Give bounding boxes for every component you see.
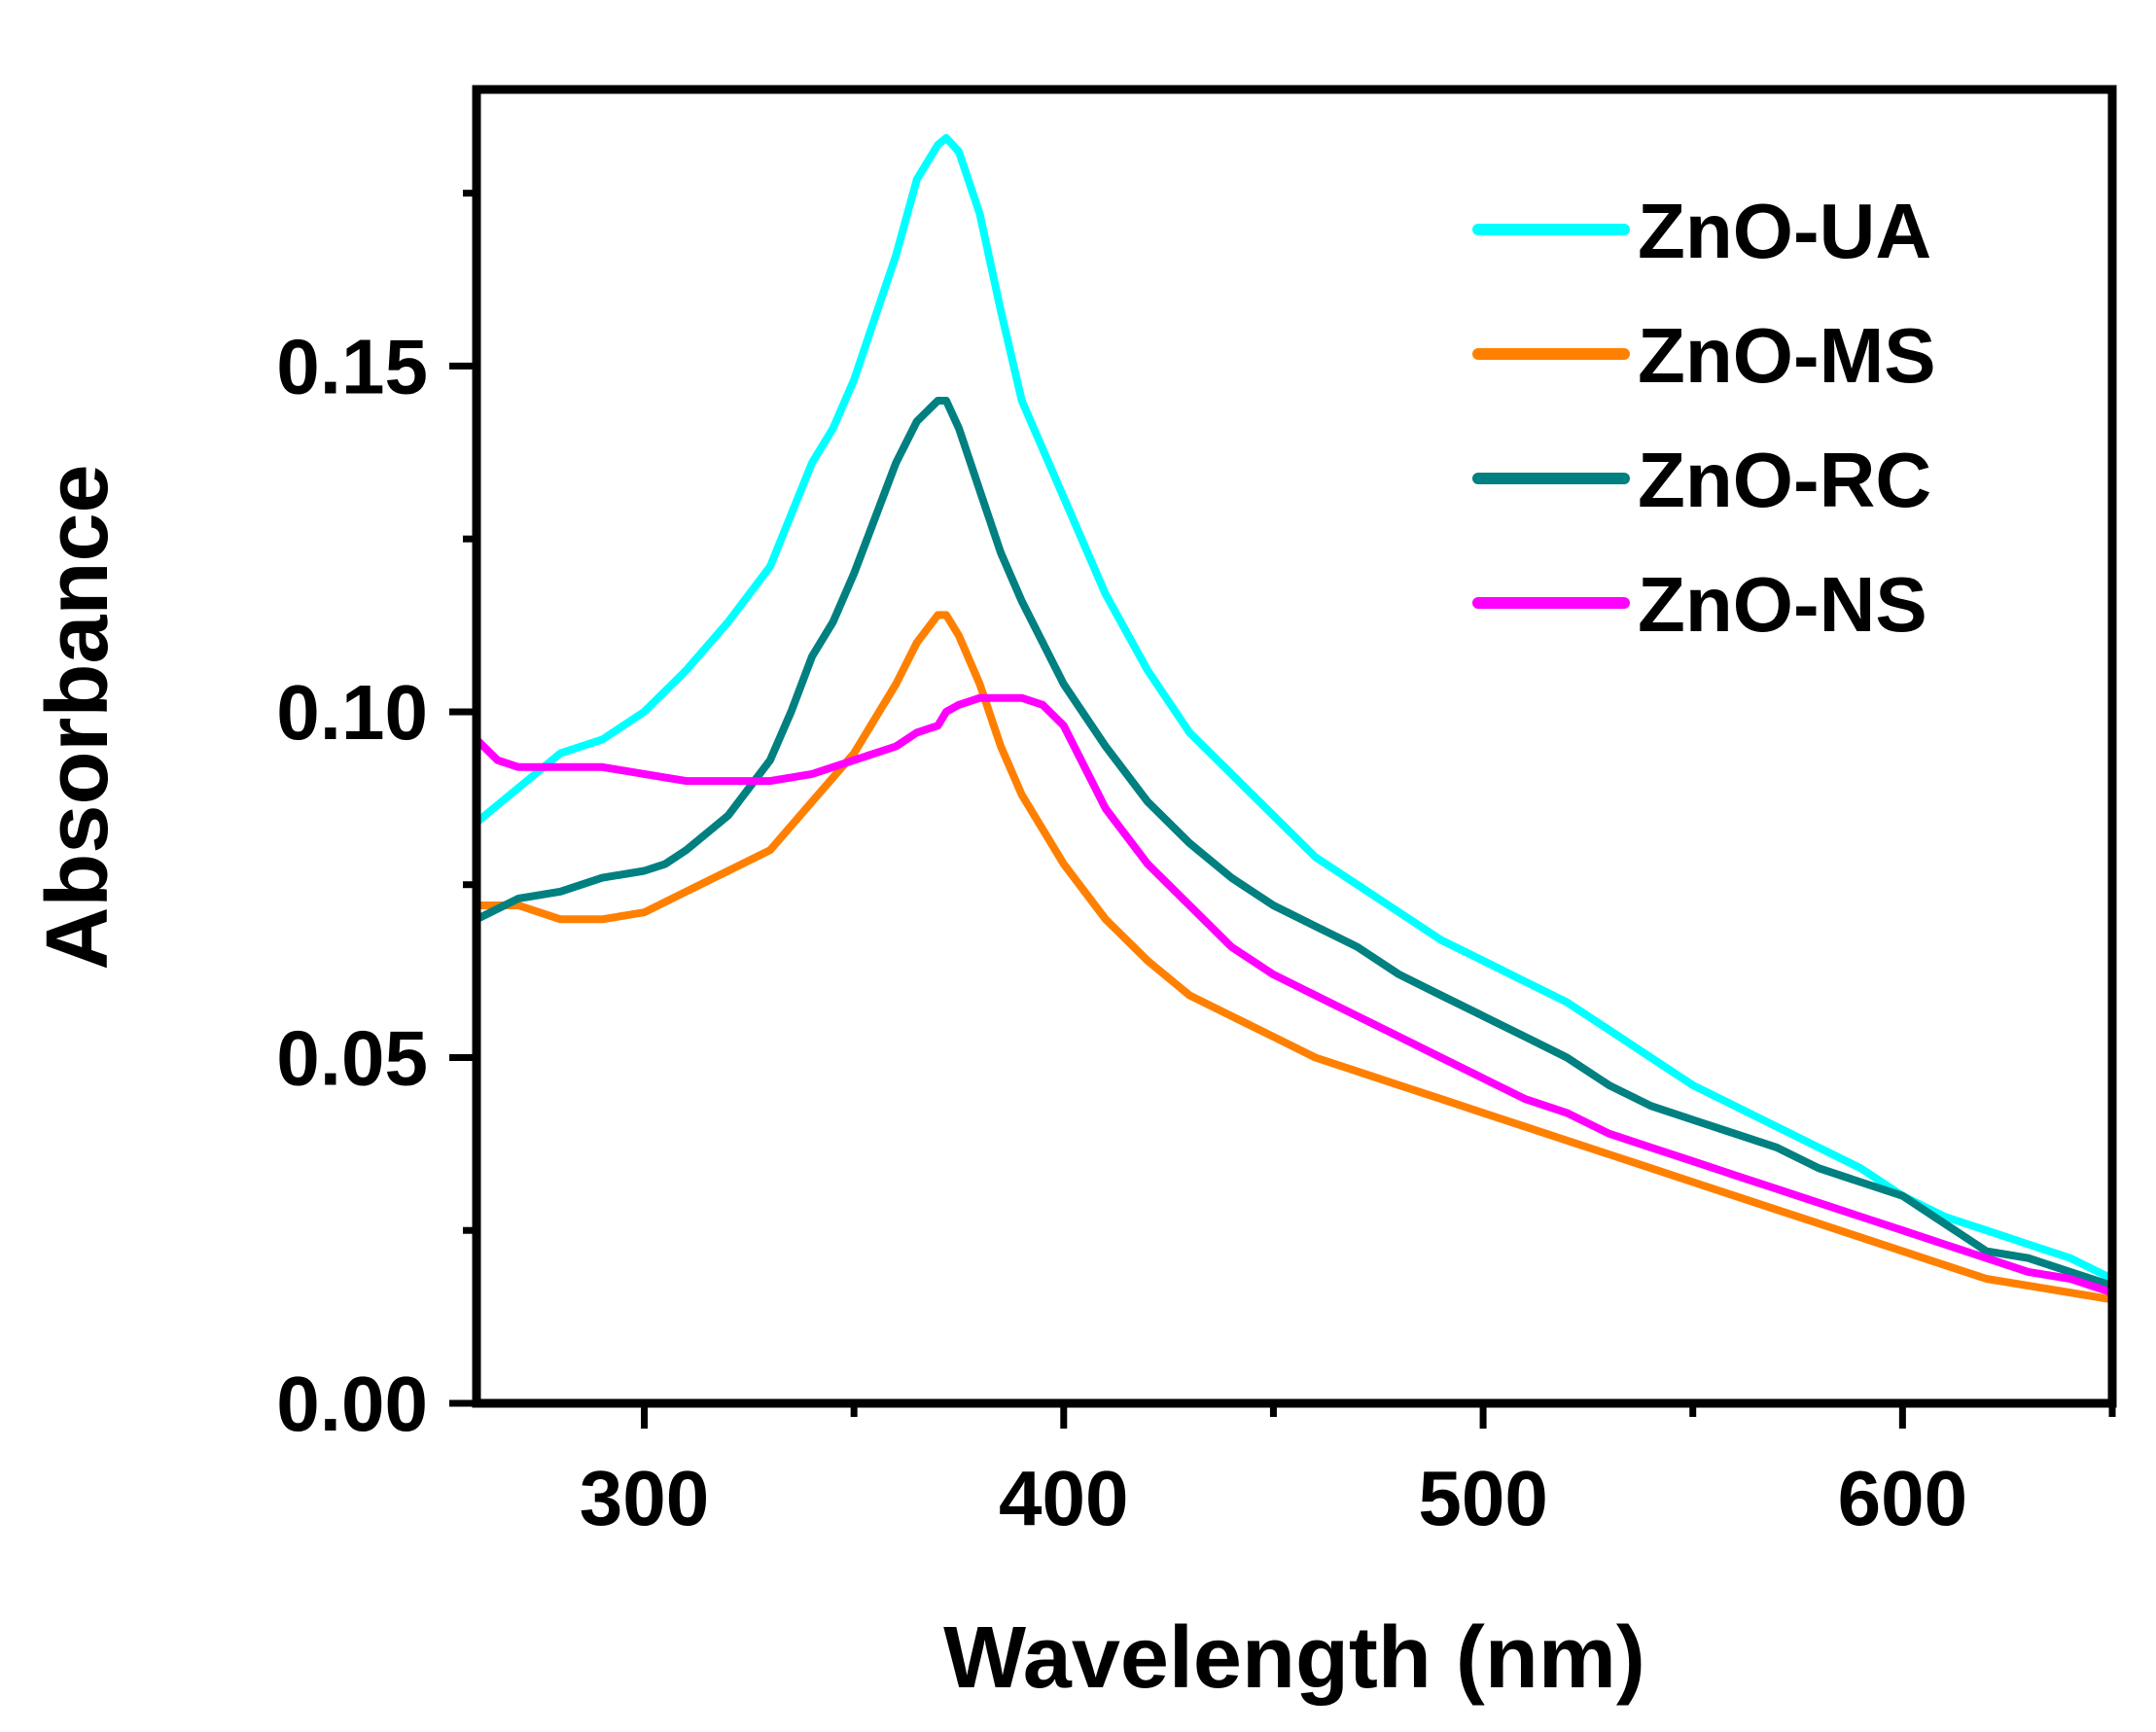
series-line-zno-ns [473, 693, 2116, 1297]
x-axis: 300 400 500 600 [580, 1403, 2116, 1541]
series-line-zno-ms [473, 611, 2116, 1304]
y-tick-label: 0.00 [276, 1361, 428, 1447]
x-tick-label: 400 [999, 1455, 1128, 1541]
x-tick-label: 600 [1838, 1455, 1967, 1541]
y-tick-label: 0.05 [276, 1014, 428, 1101]
y-axis: 0.00 0.05 0.10 0.15 [276, 190, 477, 1447]
x-axis-title: Wavelength (nm) [943, 1609, 1645, 1707]
y-tick-label: 0.10 [276, 669, 428, 756]
legend-label-zno-rc: ZnO-RC [1638, 437, 1931, 523]
y-axis-title: Absorbance [29, 464, 126, 970]
x-tick-label: 500 [1418, 1455, 1547, 1541]
series-line-zno-ua [473, 133, 2116, 1283]
legend-label-zno-ua: ZnO-UA [1638, 188, 1931, 274]
series-layer [473, 133, 2116, 1304]
legend-label-zno-ns: ZnO-NS [1638, 561, 1927, 648]
plot-frame [472, 85, 2117, 1408]
x-tick-label: 300 [580, 1455, 709, 1541]
legend-label-zno-ms: ZnO-MS [1638, 312, 1936, 399]
series-line-zno-rc [473, 397, 2116, 1290]
y-tick-label: 0.15 [276, 323, 428, 409]
legend: ZnO-UA ZnO-MS ZnO-RC ZnO-NS [1472, 188, 1936, 648]
